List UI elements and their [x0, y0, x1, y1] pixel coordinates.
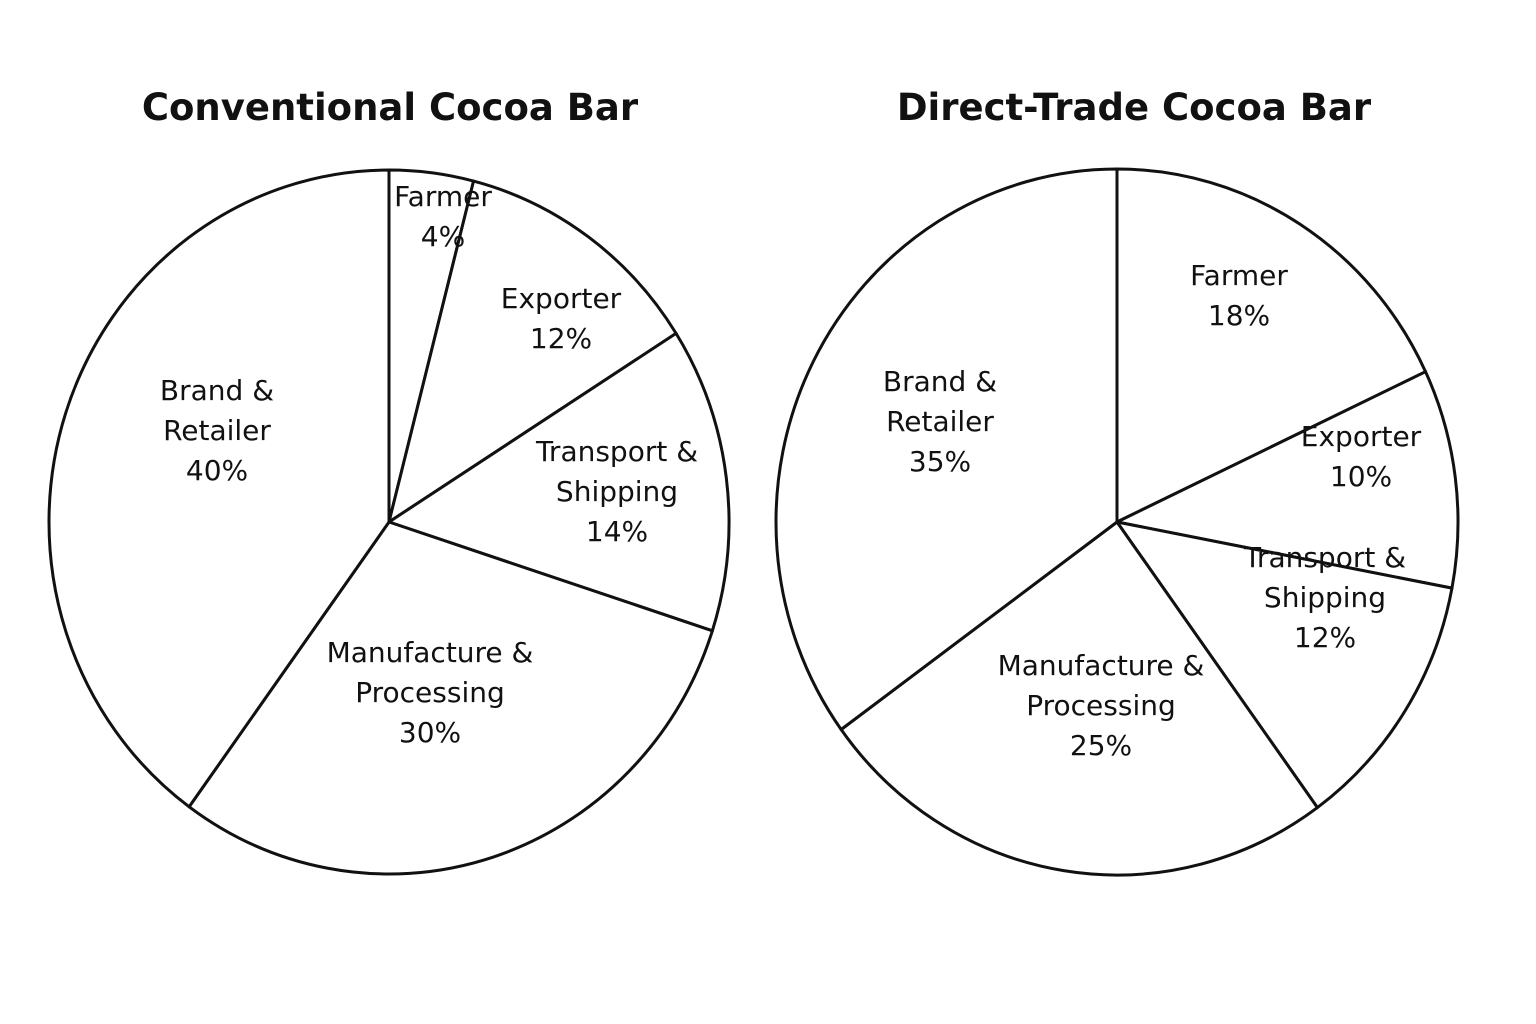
- direct-trade-pie-slices: [774, 167, 1460, 877]
- slice-name-line: Retailer: [163, 414, 271, 447]
- conventional-chart-title: Conventional Cocoa Bar: [142, 86, 639, 129]
- direct-trade-label-transport-shipping: Transport & Shipping 12%: [1243, 541, 1406, 654]
- slice-value-label: 40%: [186, 454, 248, 487]
- slice-name-line: Farmer: [394, 180, 492, 213]
- direct-trade-label-exporter: Exporter 10%: [1301, 420, 1422, 493]
- slice-name-line: Shipping: [1264, 581, 1386, 614]
- direct-trade-slice-transport-shipping: [1115, 520, 1454, 810]
- slice-value-label: 10%: [1330, 460, 1392, 493]
- direct-trade-slice-manufacture-processing: [839, 520, 1319, 877]
- slice-name-line: Manufacture &: [998, 649, 1205, 682]
- slice-name-line: Exporter: [1301, 420, 1422, 453]
- slice-value-label: 25%: [1070, 729, 1132, 762]
- conventional-label-transport-shipping: Transport & Shipping 14%: [535, 435, 698, 548]
- slice-name-line: Brand &: [883, 365, 997, 398]
- slice-value-label: 18%: [1208, 299, 1270, 332]
- slice-value-label: 12%: [530, 322, 592, 355]
- conventional-slice-brand-retailer: [47, 168, 391, 809]
- slice-value-label: 12%: [1294, 621, 1356, 654]
- slice-name-line: Manufacture &: [327, 636, 534, 669]
- conventional-pie-chart: Conventional Cocoa Bar Farmer 4% Exporter 1…: [47, 86, 731, 876]
- slice-name-line: Brand &: [160, 374, 274, 407]
- direct-trade-pie-labels: Farmer 18% Exporter 10% Transport & Shipping 1…: [883, 259, 1422, 762]
- slice-name-line: Transport &: [1243, 541, 1406, 574]
- conventional-label-exporter: Exporter 12%: [501, 282, 622, 355]
- slice-value-label: 30%: [399, 716, 461, 749]
- direct-trade-chart-title: Direct-Trade Cocoa Bar: [897, 86, 1372, 129]
- conventional-label-farmer: Farmer 4%: [394, 180, 492, 253]
- slice-name-line: Processing: [1026, 689, 1176, 722]
- conventional-slice-manufacture-processing: [187, 520, 714, 876]
- slice-name-line: Exporter: [501, 282, 622, 315]
- direct-trade-label-farmer: Farmer 18%: [1190, 259, 1288, 332]
- conventional-slice-exporter: [387, 179, 678, 524]
- slice-value-label: 14%: [586, 515, 648, 548]
- conventional-pie-labels: Farmer 4% Exporter 12% Transport & Shipping 14…: [160, 180, 698, 749]
- slice-value-label: 4%: [421, 220, 465, 253]
- conventional-label-manufacture-processing: Manufacture & Processing 30%: [327, 636, 534, 749]
- conventional-slice-transport-shipping: [387, 331, 731, 633]
- direct-trade-pie-chart: Direct-Trade Cocoa Bar Farmer 18% Exporter…: [774, 86, 1460, 877]
- slice-name-line: Transport &: [535, 435, 698, 468]
- slice-name-line: Retailer: [886, 405, 994, 438]
- slice-name-line: Shipping: [556, 475, 678, 508]
- direct-trade-label-brand-retailer: Brand & Retailer 35%: [883, 365, 997, 478]
- direct-trade-slice-exporter: [1115, 370, 1460, 590]
- conventional-pie-slices: [47, 168, 731, 876]
- direct-trade-slice-brand-retailer: [774, 167, 1119, 731]
- direct-trade-slice-farmer: [1115, 167, 1428, 524]
- direct-trade-label-manufacture-processing: Manufacture & Processing 25%: [998, 649, 1205, 762]
- slice-value-label: 35%: [909, 445, 971, 478]
- slice-name-line: Farmer: [1190, 259, 1288, 292]
- conventional-label-brand-retailer: Brand & Retailer 40%: [160, 374, 274, 487]
- slice-name-line: Processing: [355, 676, 505, 709]
